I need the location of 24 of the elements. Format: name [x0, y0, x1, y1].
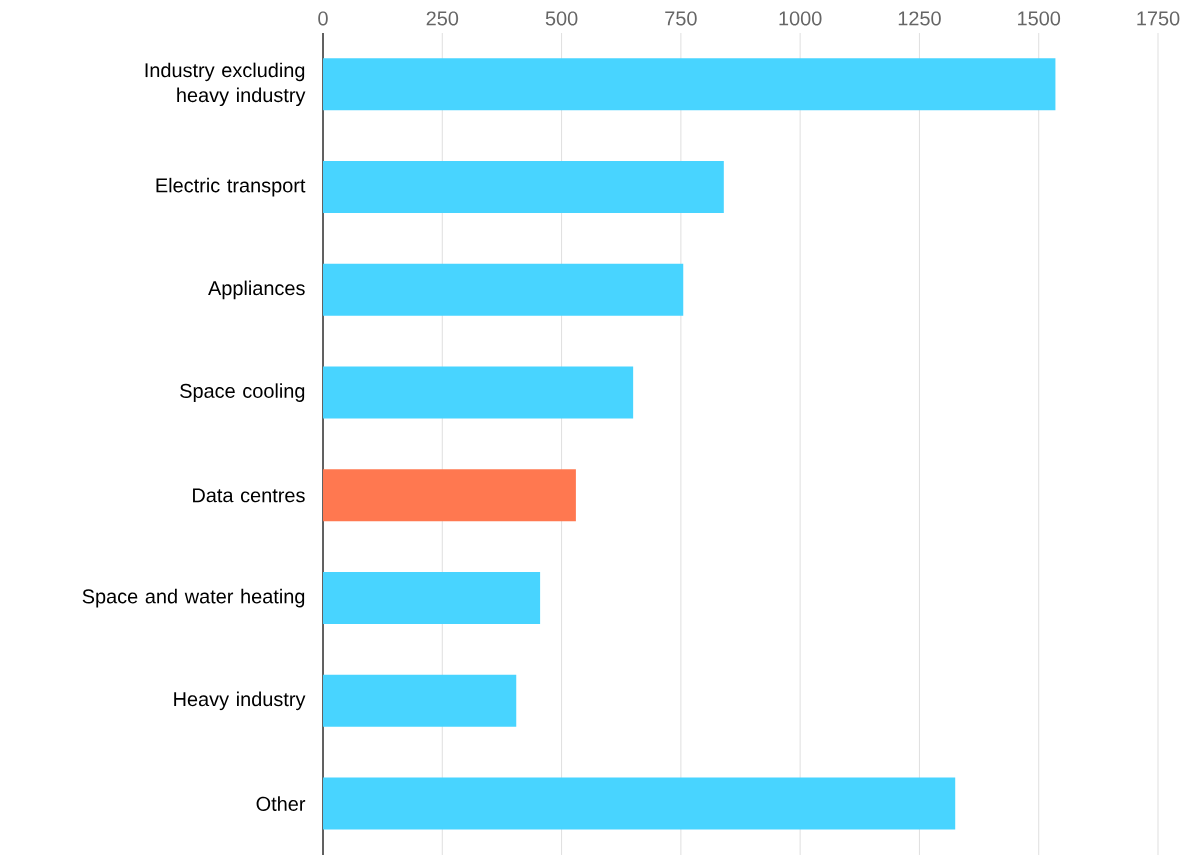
x-tick-label: 250	[426, 11, 459, 26]
bar	[323, 263, 684, 316]
x-tick-label: 1500	[1018, 11, 1061, 26]
y-tick-label: Data centres	[193, 488, 305, 503]
y-tick-label: Other	[256, 796, 306, 811]
bar	[323, 161, 724, 214]
x-tick-label: 750	[665, 11, 697, 26]
y-tick-label: Electric transport	[156, 177, 306, 197]
y-tick-label: Space and water heating	[82, 588, 305, 608]
x-tick-label: 0	[318, 11, 328, 26]
y-tick-label: Heavy industry	[174, 691, 306, 711]
bar	[323, 674, 517, 727]
x-tick-label: 1250	[898, 11, 941, 26]
x-tick-label: 500	[545, 11, 578, 26]
y-tick-label: Industry excluding heavy industry	[145, 62, 306, 107]
y-tick-label: Space cooling	[180, 383, 305, 402]
bar	[323, 366, 634, 419]
x-tick-label: 1000	[779, 11, 822, 26]
bar	[323, 58, 1056, 111]
bar	[323, 469, 576, 522]
bar	[323, 572, 541, 625]
x-tick-label: 1750	[1137, 11, 1180, 26]
bar	[323, 777, 956, 830]
y-tick-label: Appliances	[208, 280, 305, 300]
